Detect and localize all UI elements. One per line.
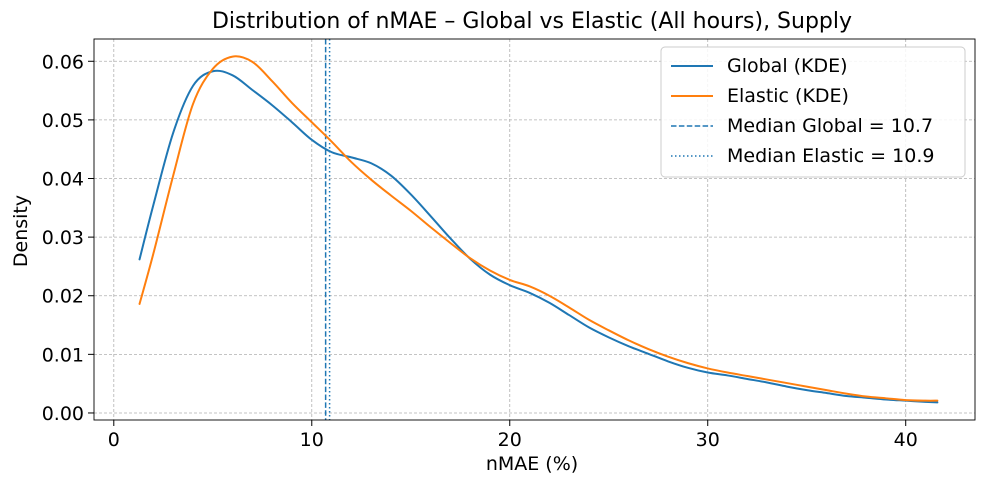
x-axis-label: nMAE (%) <box>486 453 578 475</box>
legend-box <box>660 46 966 178</box>
y-axis-label: Density <box>10 195 32 267</box>
x-tick-label: 0 <box>108 429 120 451</box>
y-tick-label: 0.00 <box>42 403 84 425</box>
x-axis-ticks: 0 10 20 30 40 <box>108 420 918 451</box>
y-tick-label: 0.05 <box>42 110 84 132</box>
x-tick-label: 40 <box>894 429 918 451</box>
median-lines <box>324 39 331 420</box>
chart-title: Distribution of nMAE – Global vs Elastic… <box>212 9 852 34</box>
y-tick-label: 0.03 <box>42 227 84 249</box>
legend-label-elastic: Elastic (KDE) <box>727 85 849 107</box>
series-lines <box>138 55 939 404</box>
y-tick-label: 0.06 <box>42 51 84 73</box>
legend-label-median-global: Median Global = 10.7 <box>727 115 933 137</box>
legend: Global (KDE) Elastic (KDE) Median Global… <box>660 46 966 178</box>
y-axis-ticks: 0.00 0.01 0.02 0.03 0.04 0.05 0.06 <box>42 51 94 425</box>
legend-label-median-elastic: Median Elastic = 10.9 <box>727 145 934 167</box>
series-line-elastic <box>138 55 939 402</box>
plot-area-frame <box>93 38 976 421</box>
x-tick-label: 30 <box>696 429 720 451</box>
y-tick-label: 0.02 <box>42 286 84 308</box>
legend-label-global: Global (KDE) <box>727 55 848 77</box>
y-tick-label: 0.04 <box>42 169 84 191</box>
y-tick-label: 0.01 <box>42 344 84 366</box>
series-line-global <box>138 69 939 404</box>
x-tick-label: 20 <box>498 429 522 451</box>
x-tick-label: 10 <box>300 429 324 451</box>
